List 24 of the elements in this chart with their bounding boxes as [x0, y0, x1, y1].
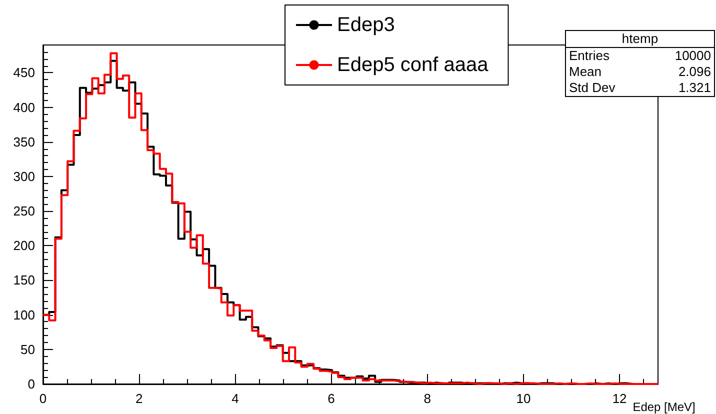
x-axis-title: Edep [MeV]	[632, 400, 696, 414]
y-tick-label: 250	[13, 204, 35, 219]
x-tick-label: 8	[424, 391, 431, 406]
y-tick-label: 350	[13, 134, 35, 150]
text: Std Dev 1.321	[569, 80, 711, 95]
x-tick-label: 12	[612, 391, 627, 406]
y-tick-label: 150	[13, 272, 35, 288]
x-tick-label: 0	[39, 391, 47, 406]
y-tick-label: 200	[13, 238, 35, 254]
text: Entries 10000	[569, 48, 711, 63]
text: Mean 2.096	[569, 64, 711, 79]
y-tick-label: 0	[28, 376, 35, 392]
y-tick-label: 300	[13, 168, 35, 184]
x-tick-label: 4	[232, 391, 239, 406]
legend-label: Edep3	[337, 14, 395, 36]
y-tick-label: 50	[20, 342, 35, 357]
annotation: htemp	[566, 31, 714, 48]
x-tick-label: 2	[135, 391, 143, 406]
x-tick-label: 10	[516, 391, 531, 406]
y-tick-label: 100	[13, 307, 35, 322]
y-tick-label: 450	[13, 65, 35, 80]
x-tick-label: 6	[328, 391, 335, 406]
legend-label: Edep5 conf aaaa	[337, 54, 490, 76]
y-tick-label: 400	[13, 100, 35, 115]
